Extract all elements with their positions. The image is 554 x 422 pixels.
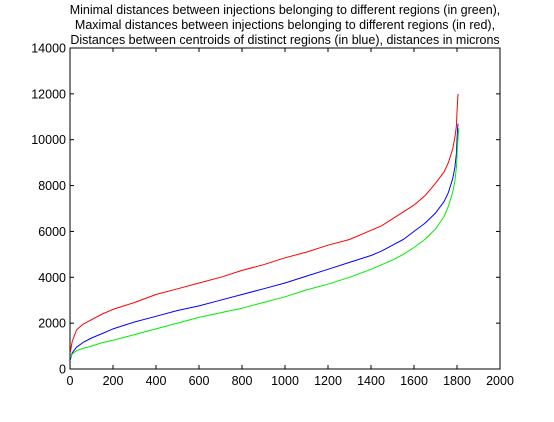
x-tick-label: 800 <box>232 374 253 388</box>
y-tick-label: 10000 <box>31 133 66 147</box>
y-tick-label: 14000 <box>31 42 66 56</box>
chart-title-line: Minimal distances between injections bel… <box>70 3 501 17</box>
series-line-blue <box>70 124 458 360</box>
x-tick-label: 2000 <box>486 374 514 388</box>
y-axis: 0 2000 4000 6000 8000 10000 12000 14000 <box>31 42 500 377</box>
series-line-red <box>70 94 458 353</box>
y-tick-label: 0 <box>59 363 66 377</box>
x-tick-label: 1400 <box>357 374 385 388</box>
y-tick-label: 6000 <box>38 225 66 239</box>
y-tick-label: 2000 <box>38 317 66 331</box>
x-tick-label: 200 <box>103 374 124 388</box>
x-tick-label: 400 <box>146 374 167 388</box>
chart-title: Minimal distances between injections bel… <box>70 3 501 47</box>
y-tick-label: 8000 <box>38 179 66 193</box>
x-tick-label: 1200 <box>314 374 342 388</box>
x-tick-label: 0 <box>67 374 74 388</box>
x-tick-label: 1000 <box>271 374 299 388</box>
y-tick-label: 4000 <box>38 271 66 285</box>
plot-area <box>70 48 500 369</box>
y-tick-label: 12000 <box>31 87 66 101</box>
chart-title-line: Maximal distances between injections bel… <box>75 18 495 32</box>
chart-title-line: Distances between centroids of distinct … <box>70 33 499 47</box>
series-line-green <box>70 128 459 357</box>
x-tick-label: 1800 <box>443 374 471 388</box>
x-tick-label: 1600 <box>400 374 428 388</box>
x-tick-label: 600 <box>189 374 210 388</box>
series-lines <box>70 94 459 360</box>
x-axis: 0 200 400 600 800 1000 1200 1400 1600 1800 2000 <box>67 48 514 388</box>
